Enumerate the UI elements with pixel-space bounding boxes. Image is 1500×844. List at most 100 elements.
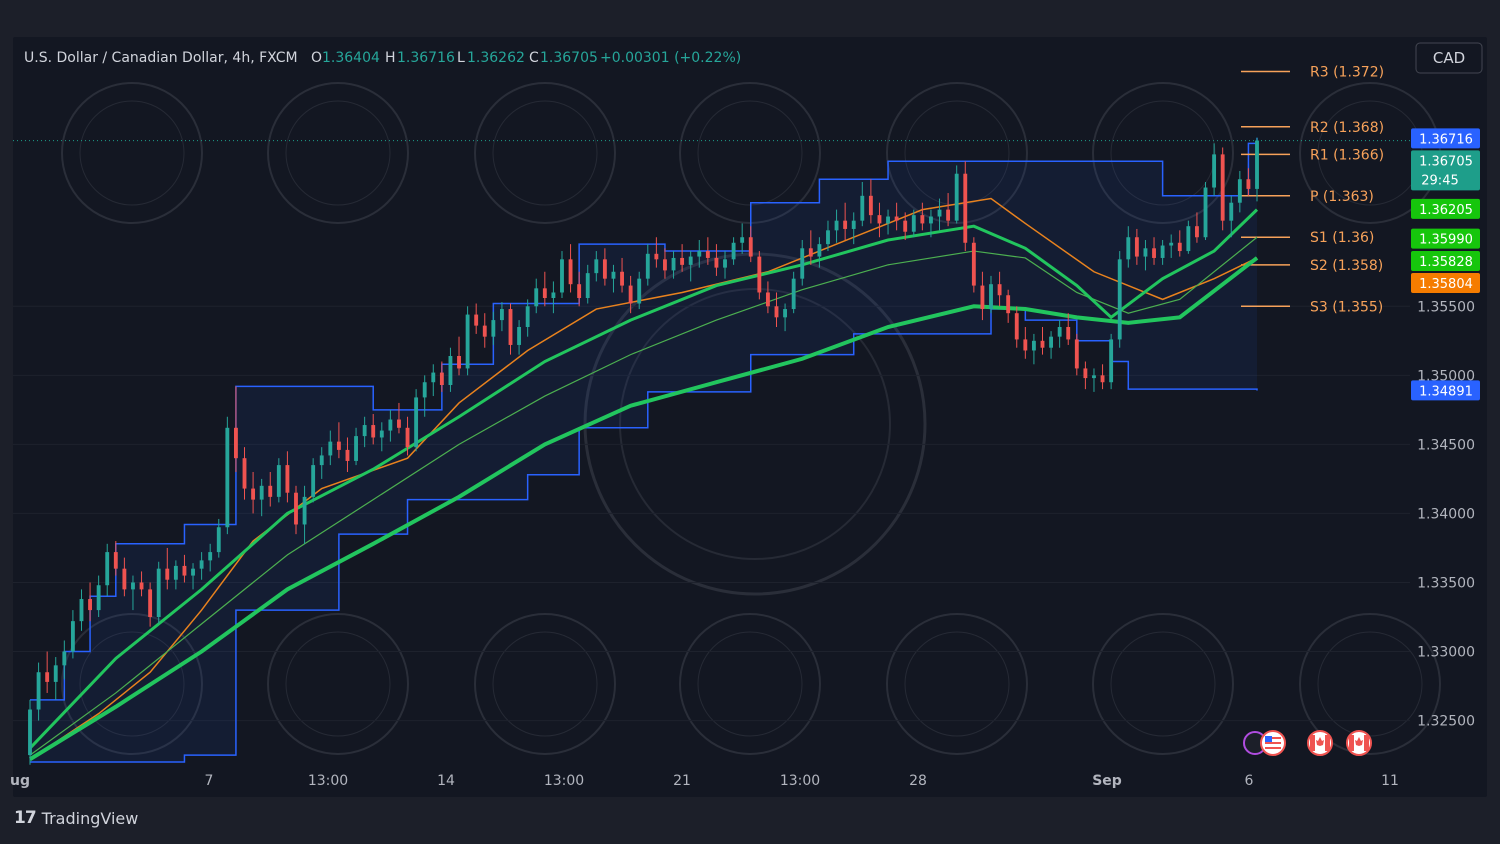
candle-body: [860, 195, 865, 221]
time-tick-label: 14: [437, 773, 455, 789]
candle-body: [611, 271, 616, 279]
watermark-seal-icon: [1092, 613, 1234, 755]
candle-body: [336, 441, 341, 450]
channel-fill: [30, 137, 1257, 763]
watermark-ring-icon: [285, 631, 391, 737]
watermark-ring-icon: [904, 631, 1010, 737]
candle-body: [371, 425, 376, 438]
candle-body: [1074, 339, 1079, 369]
pivot-label: R3 (1.372): [1310, 65, 1384, 81]
candle-body: [499, 309, 504, 321]
watermark-ring-icon: [697, 100, 803, 206]
candle-body: [199, 560, 204, 569]
price-badge: [1411, 150, 1480, 191]
price-badge-label: 1.36705: [1419, 154, 1473, 169]
price-tick-label: 1.35000: [1417, 368, 1475, 384]
change-value: +0.00301 (+0.22%): [600, 50, 741, 66]
time-tick-label: 13:00: [308, 773, 348, 789]
candle-body: [53, 665, 58, 682]
candle-body: [457, 356, 461, 369]
candle-body: [328, 441, 333, 456]
candle-body: [980, 285, 985, 310]
candles: [28, 137, 1259, 765]
candle-body: [1143, 248, 1148, 257]
candle-body: [765, 292, 770, 307]
grid-lines: [13, 305, 1410, 722]
watermark-seal-icon: [61, 82, 203, 224]
candle-body: [954, 173, 959, 221]
price-axis[interactable]: 1.35500 1.35000 1.34500 1.34000 1.33500 1.330…: [1417, 299, 1475, 729]
watermark-seal-icon: [886, 613, 1028, 755]
candle-body: [439, 372, 444, 385]
candle-body: [345, 449, 350, 461]
candle-body: [920, 215, 925, 224]
plot-area[interactable]: [13, 37, 1487, 797]
price-tick-label: 1.34000: [1417, 506, 1475, 522]
price-tick-label: 1.33000: [1417, 645, 1475, 661]
candle-body: [791, 278, 796, 310]
candle-body: [1177, 242, 1182, 252]
brand-label: TradingView: [41, 808, 139, 828]
candle-body: [414, 397, 419, 448]
candle-body: [534, 288, 539, 307]
candle-body: [705, 251, 710, 258]
watermark-ring-icon: [1110, 100, 1216, 206]
candle-body: [817, 244, 822, 257]
watermark-seal-icon: [61, 613, 203, 755]
time-tick-label: 13:00: [780, 773, 820, 789]
time-tick-label: 7: [205, 773, 214, 789]
candle-body: [294, 492, 298, 525]
candle-body: [1246, 179, 1251, 189]
candle-body: [242, 458, 247, 489]
price-tick-label: 1.32500: [1417, 714, 1475, 730]
candle-body: [216, 527, 221, 553]
watermark-seal-icon: [679, 82, 821, 224]
price-badge: [1411, 128, 1480, 149]
candle-body: [542, 288, 547, 298]
time-tick-label: 21: [673, 773, 691, 789]
candle-body: [302, 496, 307, 525]
candle-body: [88, 599, 92, 611]
candle-body: [1092, 375, 1096, 379]
candle-body: [251, 488, 256, 500]
candle-body: [1237, 179, 1242, 203]
watermark-ring-icon: [697, 631, 803, 737]
watermark-ring-icon: [79, 631, 185, 737]
ma-green-thin-line: [29, 236, 1258, 756]
ma-green-slow-line: [28, 256, 1259, 761]
candle-body: [448, 356, 453, 385]
watermark-seal-icon: [474, 613, 616, 755]
candle-body: [491, 320, 496, 337]
candle-body: [36, 672, 41, 710]
tradingview-logo[interactable]: 17 TradingView: [14, 808, 138, 828]
candle-body: [122, 568, 127, 590]
candle-body: [482, 325, 487, 337]
pivot-levels: R3 (1.372) R2 (1.368) R1 (1.366) P (1.363) S…: [1241, 65, 1384, 315]
high-label: H: [385, 50, 396, 66]
price-badge-label: 1.35990: [1419, 233, 1473, 248]
close-value: 1.36705: [540, 50, 598, 66]
candle-body: [868, 195, 873, 216]
candle-body: [1220, 154, 1225, 221]
watermark-ring-icon: [79, 100, 185, 206]
candle-body: [388, 419, 393, 431]
candle-body: [1134, 237, 1139, 257]
candle-body: [1186, 226, 1191, 252]
candle-body: [577, 284, 582, 298]
price-badge-label: 1.34891: [1419, 384, 1473, 399]
time-axis[interactable]: ug 7 13:00 14 13:00 21 13:00 28 Sep 6 11: [10, 773, 1399, 789]
candle-body: [1040, 340, 1045, 348]
price-badge: [1411, 228, 1480, 249]
candle-body: [105, 552, 110, 586]
candle-body: [740, 237, 745, 243]
candle-body: [96, 585, 101, 611]
currency-button[interactable]: CAD: [1415, 42, 1483, 74]
candle-body: [929, 216, 933, 224]
pivot-label: S2 (1.358): [1310, 258, 1383, 274]
watermark-ring-icon: [1110, 631, 1216, 737]
candle-body: [517, 327, 522, 345]
economic-events[interactable]: [1243, 730, 1372, 756]
watermark-seal-icon: [267, 613, 409, 755]
candle-body: [156, 568, 161, 617]
